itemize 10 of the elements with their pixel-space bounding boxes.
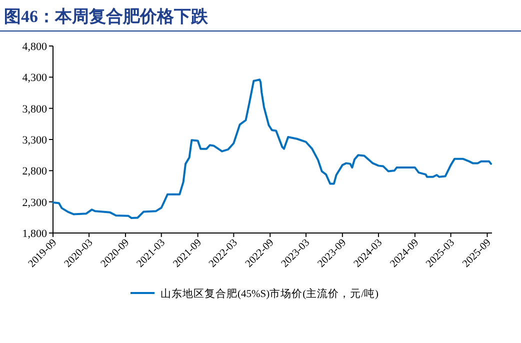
y-tick-label: 3,300 bbox=[22, 134, 48, 146]
y-tick-label: 4,300 bbox=[22, 72, 48, 84]
y-tick-label: 4,800 bbox=[22, 41, 48, 53]
legend: 山东地区复合肥(45%S)市场价(主流价，元/吨) bbox=[130, 289, 378, 300]
y-tick-label: 3,800 bbox=[22, 103, 48, 116]
y-tick-label: 2,800 bbox=[22, 166, 48, 178]
legend-label: 山东地区复合肥(45%S)市场价(主流价，元/吨) bbox=[160, 287, 379, 300]
chart-title: 图46：本周复合肥价格下跌 bbox=[4, 7, 209, 26]
y-tick-label: 2,300 bbox=[22, 196, 48, 209]
y-tick-label: 1,800 bbox=[22, 228, 48, 240]
